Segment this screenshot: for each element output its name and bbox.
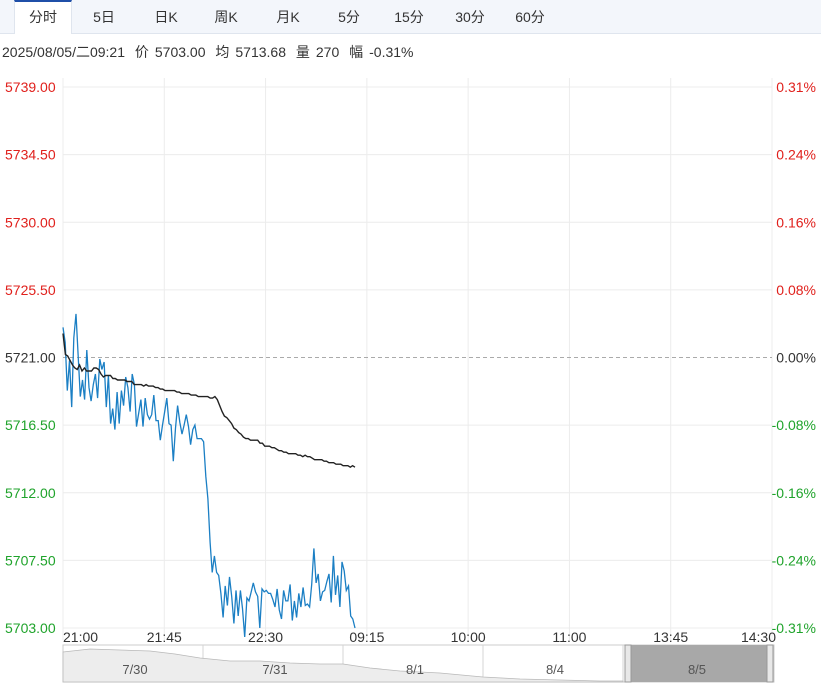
- navigator-history-area: [62, 648, 624, 683]
- price-line: [62, 313, 356, 638]
- tab-weekly-k[interactable]: 周K: [214, 9, 238, 25]
- price-axis: 5739.00 5734.50 5730.00 5725.50 5721.00 5716.…: [5, 79, 56, 636]
- tab-60-min[interactable]: 60分: [515, 9, 545, 25]
- percent-tick-label: 0.24%: [776, 147, 816, 163]
- price-tick-label: 5730.00: [5, 214, 56, 230]
- tab-monthly-k[interactable]: 月K: [276, 9, 300, 25]
- price-value: 5703.00: [154, 44, 206, 60]
- tab-intraday[interactable]: 分时: [14, 0, 72, 34]
- chart-grid: [62, 78, 773, 640]
- percent-tick-label: -0.24%: [772, 552, 816, 568]
- navigator-selection[interactable]: [630, 645, 767, 682]
- price-tick-label: 5739.00: [5, 79, 56, 95]
- tab-5-day[interactable]: 5日: [93, 9, 115, 25]
- quote-datetime: 2025/08/05/二09:21: [2, 44, 125, 60]
- price-tick-label: 5712.00: [5, 485, 56, 501]
- time-tick-label: 21:45: [147, 629, 182, 645]
- percent-tick-label: -0.08%: [772, 417, 816, 433]
- price-tick-label: 5721.00: [5, 350, 56, 366]
- price-tick-label: 5703.00: [5, 620, 56, 636]
- navigator-date-8-5: 8/5: [688, 662, 706, 677]
- time-axis: 21:00 21:45 22:30 09:15 10:00 11:00 13:45 14:30: [63, 629, 776, 645]
- avg-value: 5713.68: [235, 44, 286, 60]
- price-tick-label: 5725.50: [5, 282, 56, 298]
- navigator-right-handle[interactable]: [766, 644, 774, 683]
- price-tick-label: 5716.50: [5, 417, 56, 433]
- date-navigator[interactable]: 7/30 7/31 8/1 8/4 8/5: [62, 644, 775, 683]
- tab-30-min[interactable]: 30分: [455, 9, 485, 25]
- price-tick-label: 5734.50: [5, 147, 56, 163]
- time-tick-label: 10:00: [451, 629, 486, 645]
- percent-tick-label: 0.00%: [776, 350, 816, 366]
- tab-15-min[interactable]: 15分: [394, 9, 424, 25]
- percent-axis: 0.31% 0.24% 0.16% 0.08% 0.00% -0.08% -0.16% -0.…: [772, 79, 816, 636]
- time-tick-label: 13:45: [653, 629, 688, 645]
- percent-tick-label: -0.31%: [772, 620, 816, 636]
- navigator-date-7-31: 7/31: [262, 662, 287, 677]
- change-label: 幅: [349, 44, 364, 60]
- avg-label: 均: [215, 44, 230, 60]
- period-tab-bar: 分时 5日 日K 周K 月K 5分 15分 30分 60分: [0, 0, 821, 34]
- time-tick-label: 11:00: [552, 629, 586, 645]
- percent-tick-label: 0.31%: [776, 79, 816, 95]
- time-tick-label: 09:15: [349, 629, 384, 645]
- percent-tick-label: 0.08%: [776, 282, 816, 298]
- price-tick-label: 5707.50: [5, 552, 56, 568]
- time-tick-label: 22:30: [248, 629, 283, 645]
- tab-daily-k[interactable]: 日K: [154, 9, 178, 25]
- navigator-date-8-4: 8/4: [546, 662, 564, 677]
- quote-info-bar: 2025/08/05/二09:21 价 5703.00 均 5713.68 量 270…: [2, 42, 420, 62]
- volume-value: 270: [315, 44, 340, 60]
- average-price-line: [62, 333, 356, 469]
- percent-tick-label: 0.16%: [776, 214, 816, 230]
- navigator-left-handle[interactable]: [624, 644, 632, 683]
- time-tick-label: 21:00: [63, 629, 98, 645]
- navigator-date-7-30: 7/30: [122, 662, 147, 677]
- volume-label: 量: [295, 44, 310, 60]
- tab-5-min[interactable]: 5分: [338, 9, 360, 25]
- change-value: -0.31%: [369, 44, 414, 60]
- time-tick-label: 14:30: [741, 629, 776, 645]
- percent-tick-label: -0.16%: [772, 485, 816, 501]
- navigator-date-8-1: 8/1: [406, 662, 424, 677]
- price-label: 价: [134, 44, 149, 60]
